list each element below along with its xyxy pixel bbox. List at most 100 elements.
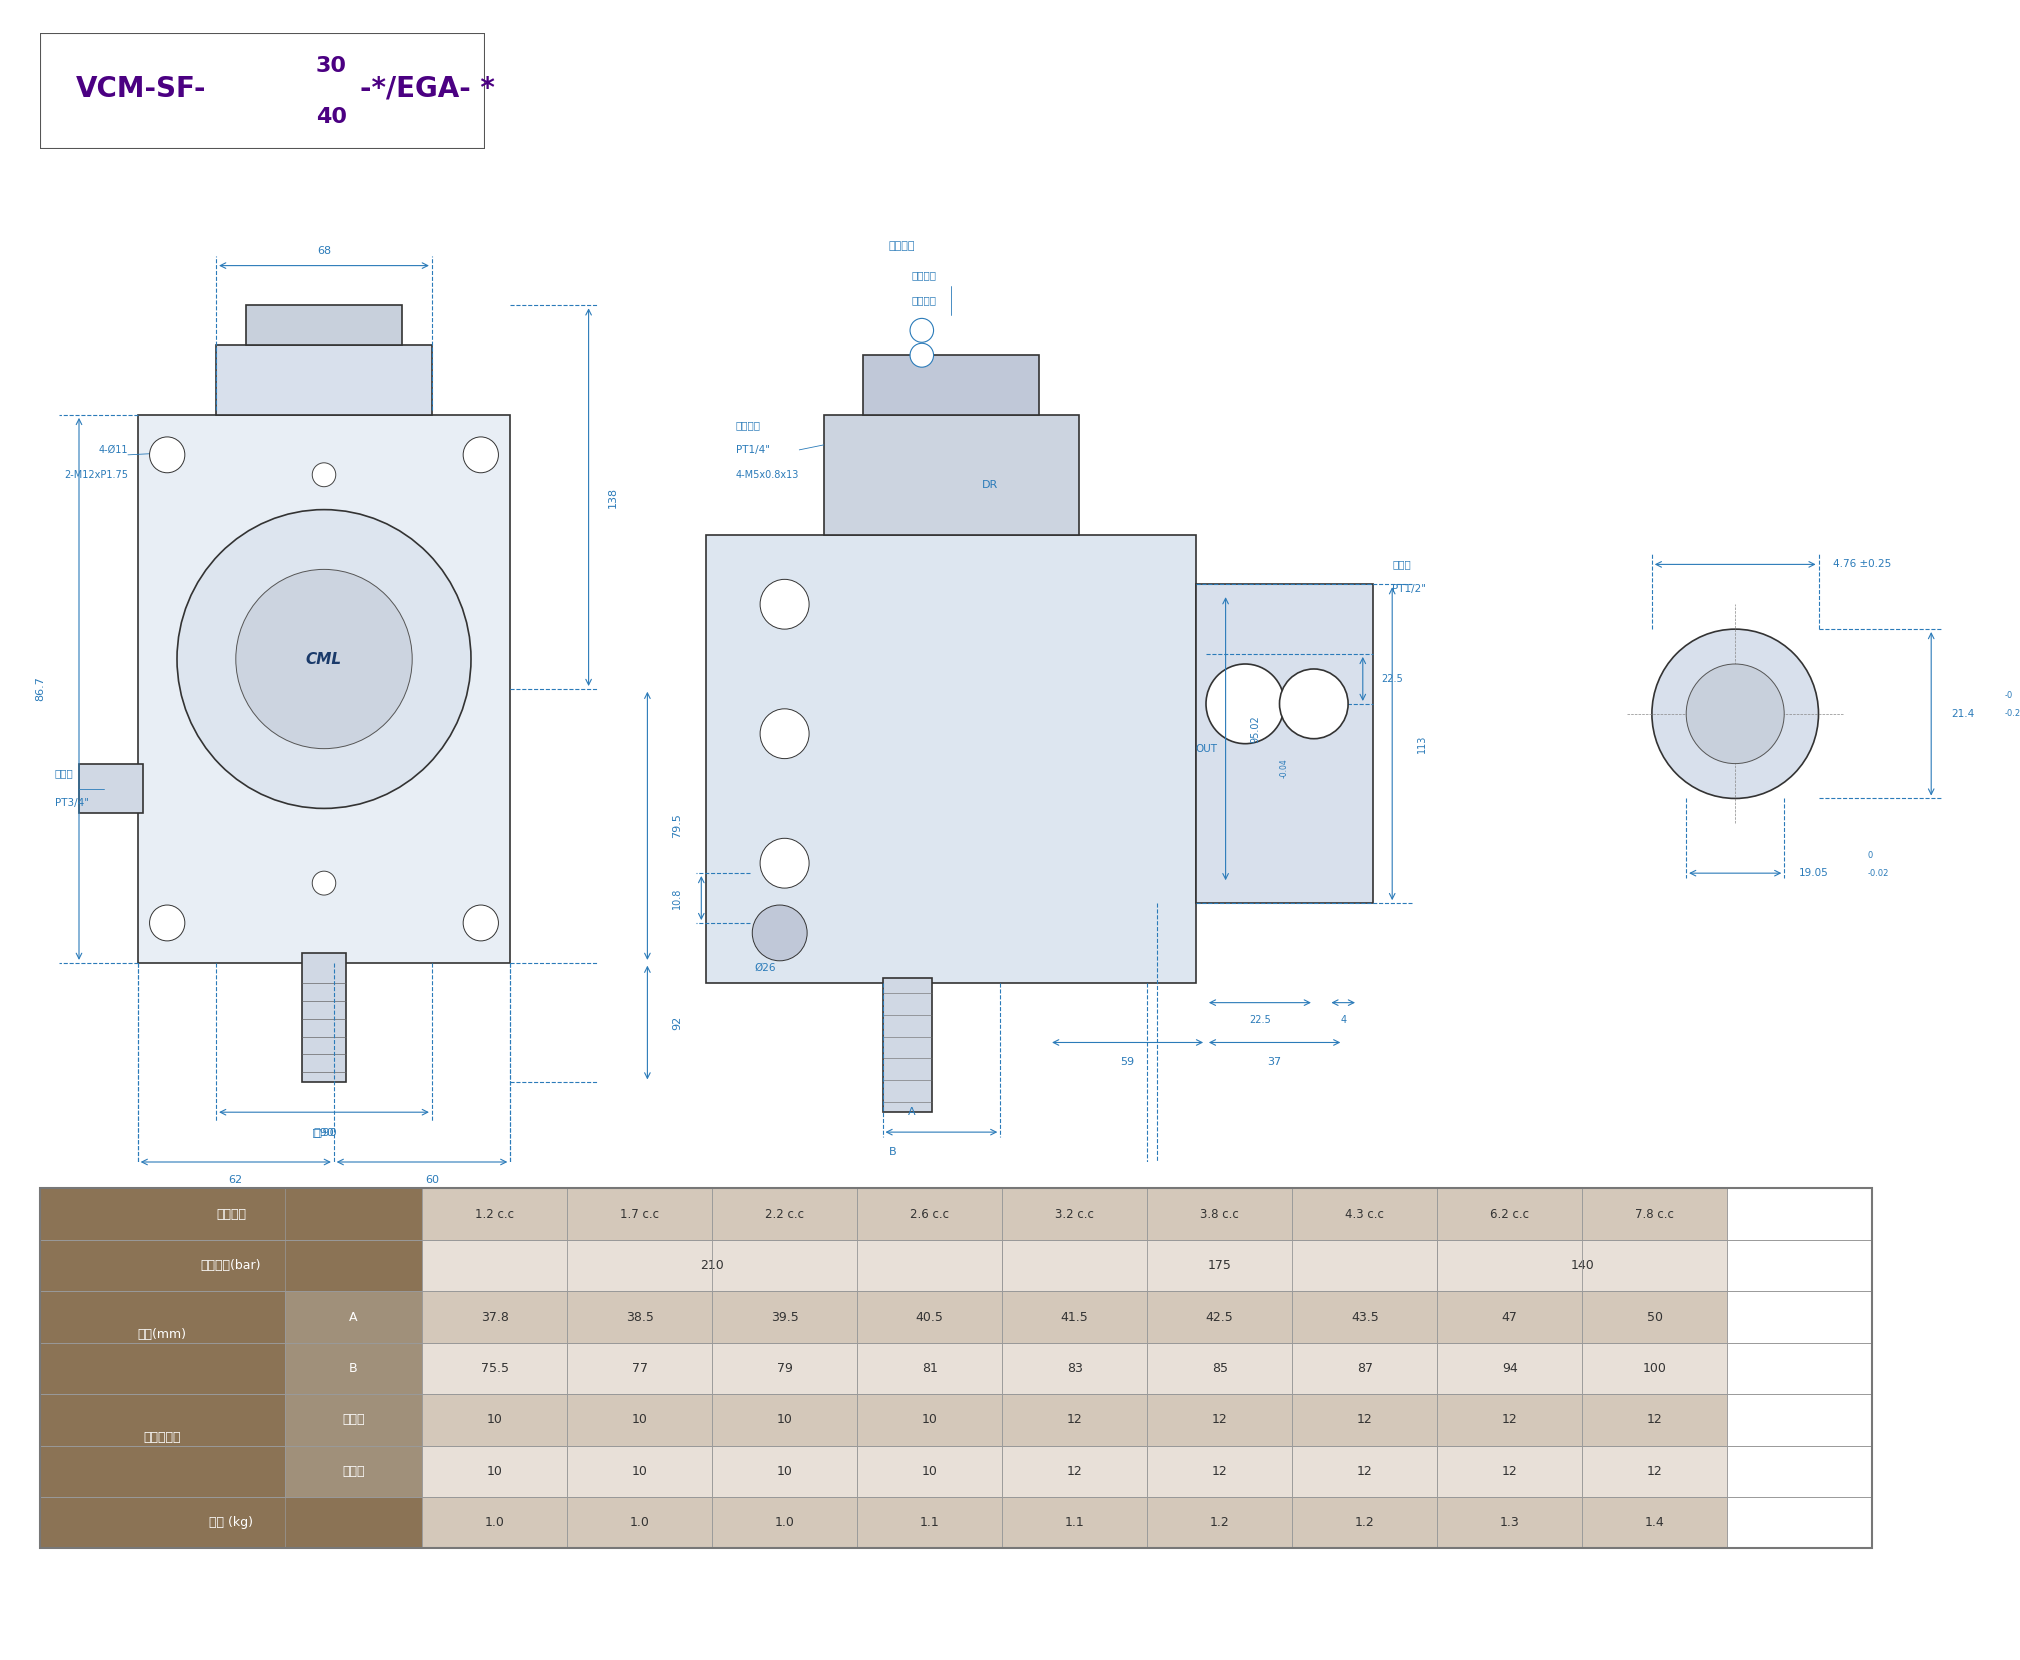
Text: PT3/4": PT3/4" [55,798,89,808]
Circle shape [463,437,499,473]
Bar [285,1446,422,1497]
Bar [568,1291,713,1343]
Text: 30: 30 [315,56,347,76]
Text: 77: 77 [632,1361,648,1374]
Bar [1582,1343,1727,1394]
Text: 尺寸(mm): 尺寸(mm) [137,1328,186,1341]
Bar [1438,1343,1582,1394]
Bar [1147,1394,1293,1446]
Text: -0.04: -0.04 [1281,759,1289,779]
Text: -*/EGA- *: -*/EGA- * [360,75,495,103]
Bar [303,953,345,1082]
Text: 重量 (kg): 重量 (kg) [208,1516,252,1529]
Text: 12: 12 [1067,1464,1083,1477]
Bar [856,1189,1002,1240]
Bar [1002,1343,1147,1394]
Circle shape [751,905,808,961]
Bar [1002,1240,1438,1291]
Text: -0.2: -0.2 [2004,709,2020,719]
Text: 12: 12 [1646,1413,1662,1426]
Text: 41.5: 41.5 [1060,1310,1089,1323]
Bar [246,305,402,345]
Text: 1.2: 1.2 [1210,1516,1230,1529]
Text: VCM-SF-: VCM-SF- [77,75,206,103]
Circle shape [149,905,186,941]
Circle shape [149,437,186,473]
Text: 2.6 c.c: 2.6 c.c [911,1208,949,1220]
Bar [713,1291,856,1343]
Text: 141.1: 141.1 [309,1225,339,1235]
Bar [40,1394,285,1497]
Circle shape [1279,669,1347,739]
Bar [1582,1291,1727,1343]
Text: 2-M12xP1.75: 2-M12xP1.75 [65,470,127,480]
Bar [713,1189,856,1240]
Bar [1438,1394,1582,1446]
Bar [1293,1446,1438,1497]
Text: 1.1: 1.1 [1065,1516,1085,1529]
Bar [1582,1394,1727,1446]
Text: 壓力調整: 壓力調整 [889,241,915,251]
Text: 113: 113 [1416,734,1426,754]
Bar [422,1343,568,1394]
Text: 1.3: 1.3 [1501,1516,1519,1529]
Text: 內洩油口: 內洩油口 [735,420,762,430]
Bar [422,1394,568,1446]
Text: 增加流量: 增加流量 [741,1257,766,1267]
Bar [1582,1189,1727,1240]
Text: 10: 10 [487,1413,503,1426]
Text: OUT: OUT [1196,744,1216,754]
Text: 降低壓力: 降低壓力 [911,295,937,305]
Bar [1002,1291,1147,1343]
Text: 38.5: 38.5 [626,1310,654,1323]
Text: 121: 121 [1010,1227,1030,1237]
Text: 1.7 c.c: 1.7 c.c [620,1208,659,1220]
Text: 10: 10 [776,1464,792,1477]
Bar [856,1497,1002,1549]
Text: 79: 79 [776,1361,792,1374]
Text: 22.5: 22.5 [1248,1014,1271,1024]
Text: 47: 47 [1501,1310,1517,1323]
Text: 10: 10 [921,1413,937,1426]
Text: 75.5: 75.5 [481,1361,509,1374]
Text: 12: 12 [1646,1464,1662,1477]
Text: 92: 92 [673,1016,683,1029]
Bar [1147,1291,1293,1343]
Text: 0: 0 [1868,850,1873,860]
Text: 10.8: 10.8 [673,888,683,908]
Bar [422,1189,568,1240]
Text: 4-Ø11: 4-Ø11 [99,445,127,455]
Bar [1293,1291,1438,1343]
Text: 37: 37 [1267,1057,1281,1067]
Circle shape [911,319,933,342]
Bar [713,1446,856,1497]
Text: 齒輪泵浦: 齒輪泵浦 [216,1208,246,1220]
Bar [1147,1446,1293,1497]
Bar [1438,1240,1727,1291]
Bar [40,1189,1873,1549]
Text: 7.8 c.c: 7.8 c.c [1636,1208,1675,1220]
Text: 19.05: 19.05 [1800,868,1828,878]
Text: 12: 12 [1357,1413,1374,1426]
Text: 39.5: 39.5 [772,1310,798,1323]
Text: A: A [349,1310,358,1323]
Bar [422,1497,568,1549]
Text: □90: □90 [311,1127,335,1137]
Bar [422,1446,568,1497]
Text: 42.5: 42.5 [1206,1310,1234,1323]
Bar [1293,1497,1438,1549]
Circle shape [721,1230,735,1243]
Bar [1002,1394,1147,1446]
Text: 12: 12 [1212,1413,1228,1426]
Circle shape [313,872,335,895]
Bar [1438,1189,1582,1240]
Circle shape [178,510,471,808]
Bar [79,764,143,813]
Text: 37.8: 37.8 [481,1310,509,1323]
Bar [568,1497,713,1549]
Text: 22.5: 22.5 [1382,674,1404,684]
Bar [1438,1497,1582,1549]
Bar [1002,1189,1147,1240]
Circle shape [760,838,810,888]
Text: 降低流量: 降低流量 [741,1232,766,1242]
